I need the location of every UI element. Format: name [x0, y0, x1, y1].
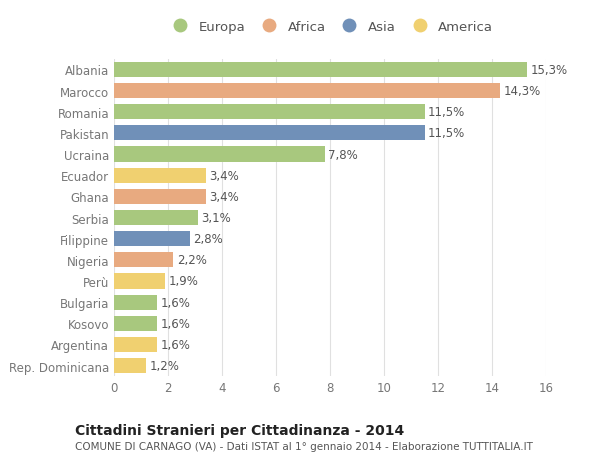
Bar — [114, 231, 190, 247]
Text: 15,3%: 15,3% — [530, 64, 568, 77]
Text: 1,9%: 1,9% — [169, 275, 199, 288]
Text: COMUNE DI CARNAGO (VA) - Dati ISTAT al 1° gennaio 2014 - Elaborazione TUTTITALIA: COMUNE DI CARNAGO (VA) - Dati ISTAT al 1… — [75, 441, 533, 451]
Bar — [114, 274, 166, 289]
Bar — [114, 358, 146, 374]
Bar — [114, 147, 325, 162]
Bar — [114, 126, 425, 141]
Text: 2,8%: 2,8% — [193, 233, 223, 246]
Bar — [114, 62, 527, 78]
Bar — [114, 105, 425, 120]
Text: 3,1%: 3,1% — [201, 212, 230, 224]
Text: 2,2%: 2,2% — [176, 254, 206, 267]
Text: Cittadini Stranieri per Cittadinanza - 2014: Cittadini Stranieri per Cittadinanza - 2… — [75, 423, 404, 437]
Bar — [114, 189, 206, 205]
Bar — [114, 168, 206, 184]
Bar — [114, 252, 173, 268]
Text: 1,2%: 1,2% — [149, 359, 179, 372]
Text: 11,5%: 11,5% — [428, 106, 465, 119]
Bar — [114, 84, 500, 99]
Bar — [114, 316, 157, 331]
Bar — [114, 337, 157, 353]
Text: 7,8%: 7,8% — [328, 148, 358, 161]
Legend: Europa, Africa, Asia, America: Europa, Africa, Asia, America — [161, 16, 499, 39]
Text: 1,6%: 1,6% — [160, 338, 190, 351]
Bar — [114, 210, 198, 226]
Text: 1,6%: 1,6% — [160, 317, 190, 330]
Text: 3,4%: 3,4% — [209, 169, 239, 182]
Text: 1,6%: 1,6% — [160, 296, 190, 309]
Text: 3,4%: 3,4% — [209, 190, 239, 203]
Bar — [114, 295, 157, 310]
Text: 11,5%: 11,5% — [428, 127, 465, 140]
Text: 14,3%: 14,3% — [503, 85, 541, 98]
